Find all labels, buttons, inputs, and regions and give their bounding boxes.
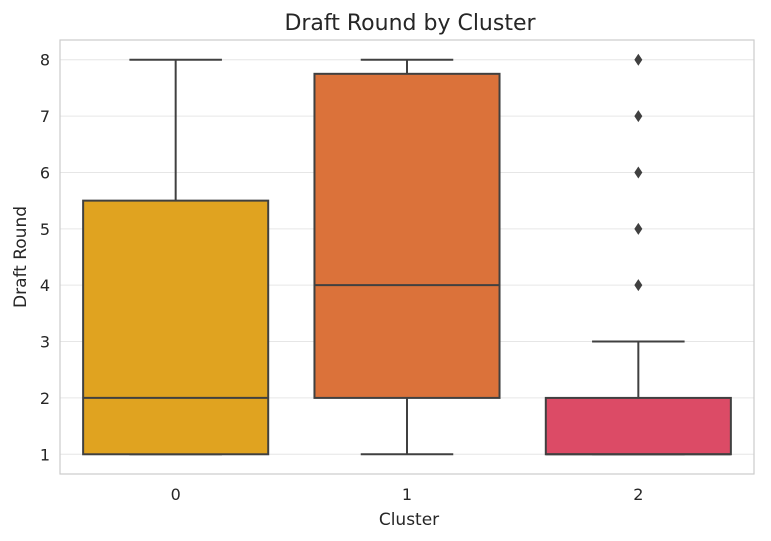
y-tick-label: 8 (40, 51, 50, 70)
y-tick-label: 6 (40, 163, 50, 182)
y-tick-label: 7 (40, 107, 50, 126)
outlier-point (634, 110, 643, 123)
y-tick-label: 3 (40, 333, 50, 352)
box-cluster-2 (544, 396, 732, 456)
x-tick-label: 0 (171, 485, 181, 504)
outlier-point (634, 222, 643, 235)
box-cluster-0 (82, 199, 270, 456)
x-tick-label: 1 (402, 485, 412, 504)
y-axis-label: Draft Round (11, 206, 31, 308)
chart-title: Draft Round by Cluster (284, 11, 536, 36)
plot-frame (59, 39, 755, 475)
y-tick-label: 1 (40, 445, 50, 464)
outlier-point (634, 166, 643, 179)
y-tick-label: 5 (40, 220, 50, 239)
outlier-point (634, 53, 643, 66)
x-tick-label: 2 (633, 485, 643, 504)
outlier-point (634, 279, 643, 292)
box-cluster-1 (313, 72, 501, 399)
y-tick-label: 2 (40, 389, 50, 408)
x-axis-label: Cluster (379, 510, 439, 530)
y-tick-label: 4 (40, 276, 50, 295)
